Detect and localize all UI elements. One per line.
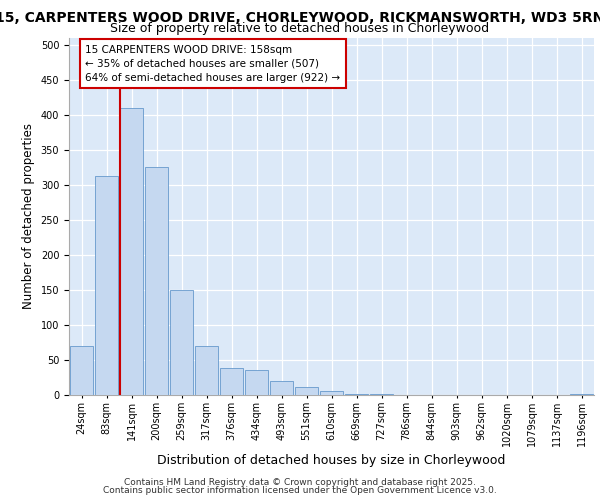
- Text: Contains public sector information licensed under the Open Government Licence v3: Contains public sector information licen…: [103, 486, 497, 495]
- Text: Contains HM Land Registry data © Crown copyright and database right 2025.: Contains HM Land Registry data © Crown c…: [124, 478, 476, 487]
- Bar: [95, 176, 118, 395]
- Y-axis label: Number of detached properties: Number of detached properties: [22, 123, 35, 309]
- Bar: [220, 368, 244, 395]
- Bar: [145, 167, 169, 395]
- Bar: [370, 394, 394, 395]
- Bar: [269, 381, 293, 395]
- Bar: [295, 386, 319, 395]
- Bar: [320, 392, 343, 395]
- Bar: [70, 346, 94, 395]
- Bar: [569, 394, 593, 395]
- Bar: [119, 108, 143, 395]
- Text: 15 CARPENTERS WOOD DRIVE: 158sqm
← 35% of detached houses are smaller (507)
64% : 15 CARPENTERS WOOD DRIVE: 158sqm ← 35% o…: [85, 44, 340, 82]
- Bar: [170, 290, 193, 395]
- Text: 15, CARPENTERS WOOD DRIVE, CHORLEYWOOD, RICKMANSWORTH, WD3 5RN: 15, CARPENTERS WOOD DRIVE, CHORLEYWOOD, …: [0, 11, 600, 25]
- Text: Size of property relative to detached houses in Chorleywood: Size of property relative to detached ho…: [110, 22, 490, 35]
- Bar: [344, 394, 368, 395]
- Bar: [194, 346, 218, 395]
- Bar: [245, 370, 268, 395]
- X-axis label: Distribution of detached houses by size in Chorleywood: Distribution of detached houses by size …: [157, 454, 506, 468]
